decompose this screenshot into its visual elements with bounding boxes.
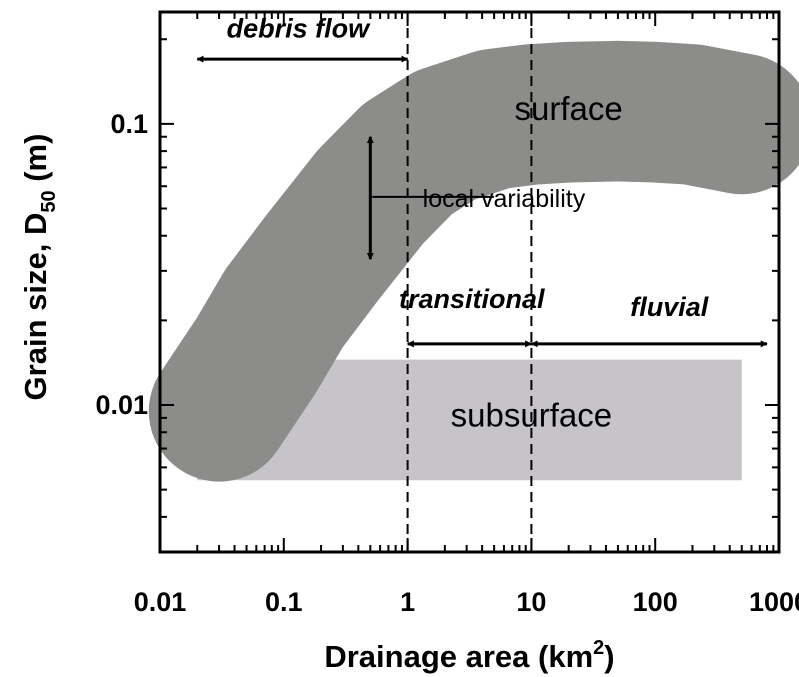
- debris-flow-label: debris flow: [227, 14, 372, 44]
- x-tick-label: 100: [633, 587, 678, 617]
- local-variability-label: local variability: [423, 185, 586, 213]
- x-tick-label: 10: [516, 587, 546, 617]
- y-axis-title: Grain size, D50 (m): [18, 134, 60, 401]
- transitional-label: transitional: [399, 284, 545, 314]
- y-tick-label: 0.1: [110, 109, 148, 139]
- x-axis-title: Drainage area (km2): [324, 637, 614, 674]
- surface-label: surface: [515, 90, 623, 127]
- subsurface-label: subsurface: [451, 397, 612, 434]
- x-tick-label: 0.01: [134, 587, 187, 617]
- fluvial-label: fluvial: [630, 292, 709, 322]
- plot-frame: [158, 10, 781, 554]
- y-axis-title-suffix: (m): [18, 134, 53, 191]
- x-axis-title-main: Drainage area (km: [324, 639, 593, 674]
- x-axis-title-suffix: ): [604, 639, 614, 674]
- y-axis-title-sub: 50: [38, 190, 60, 212]
- x-tick-label: 0.1: [265, 587, 303, 617]
- y-tick-label: 0.01: [95, 390, 148, 420]
- y-axis-title-main: Grain size, D: [18, 213, 53, 401]
- x-tick-label: 1: [400, 587, 415, 617]
- x-axis-title-sup: 2: [593, 637, 604, 659]
- surface-band: [148, 40, 799, 482]
